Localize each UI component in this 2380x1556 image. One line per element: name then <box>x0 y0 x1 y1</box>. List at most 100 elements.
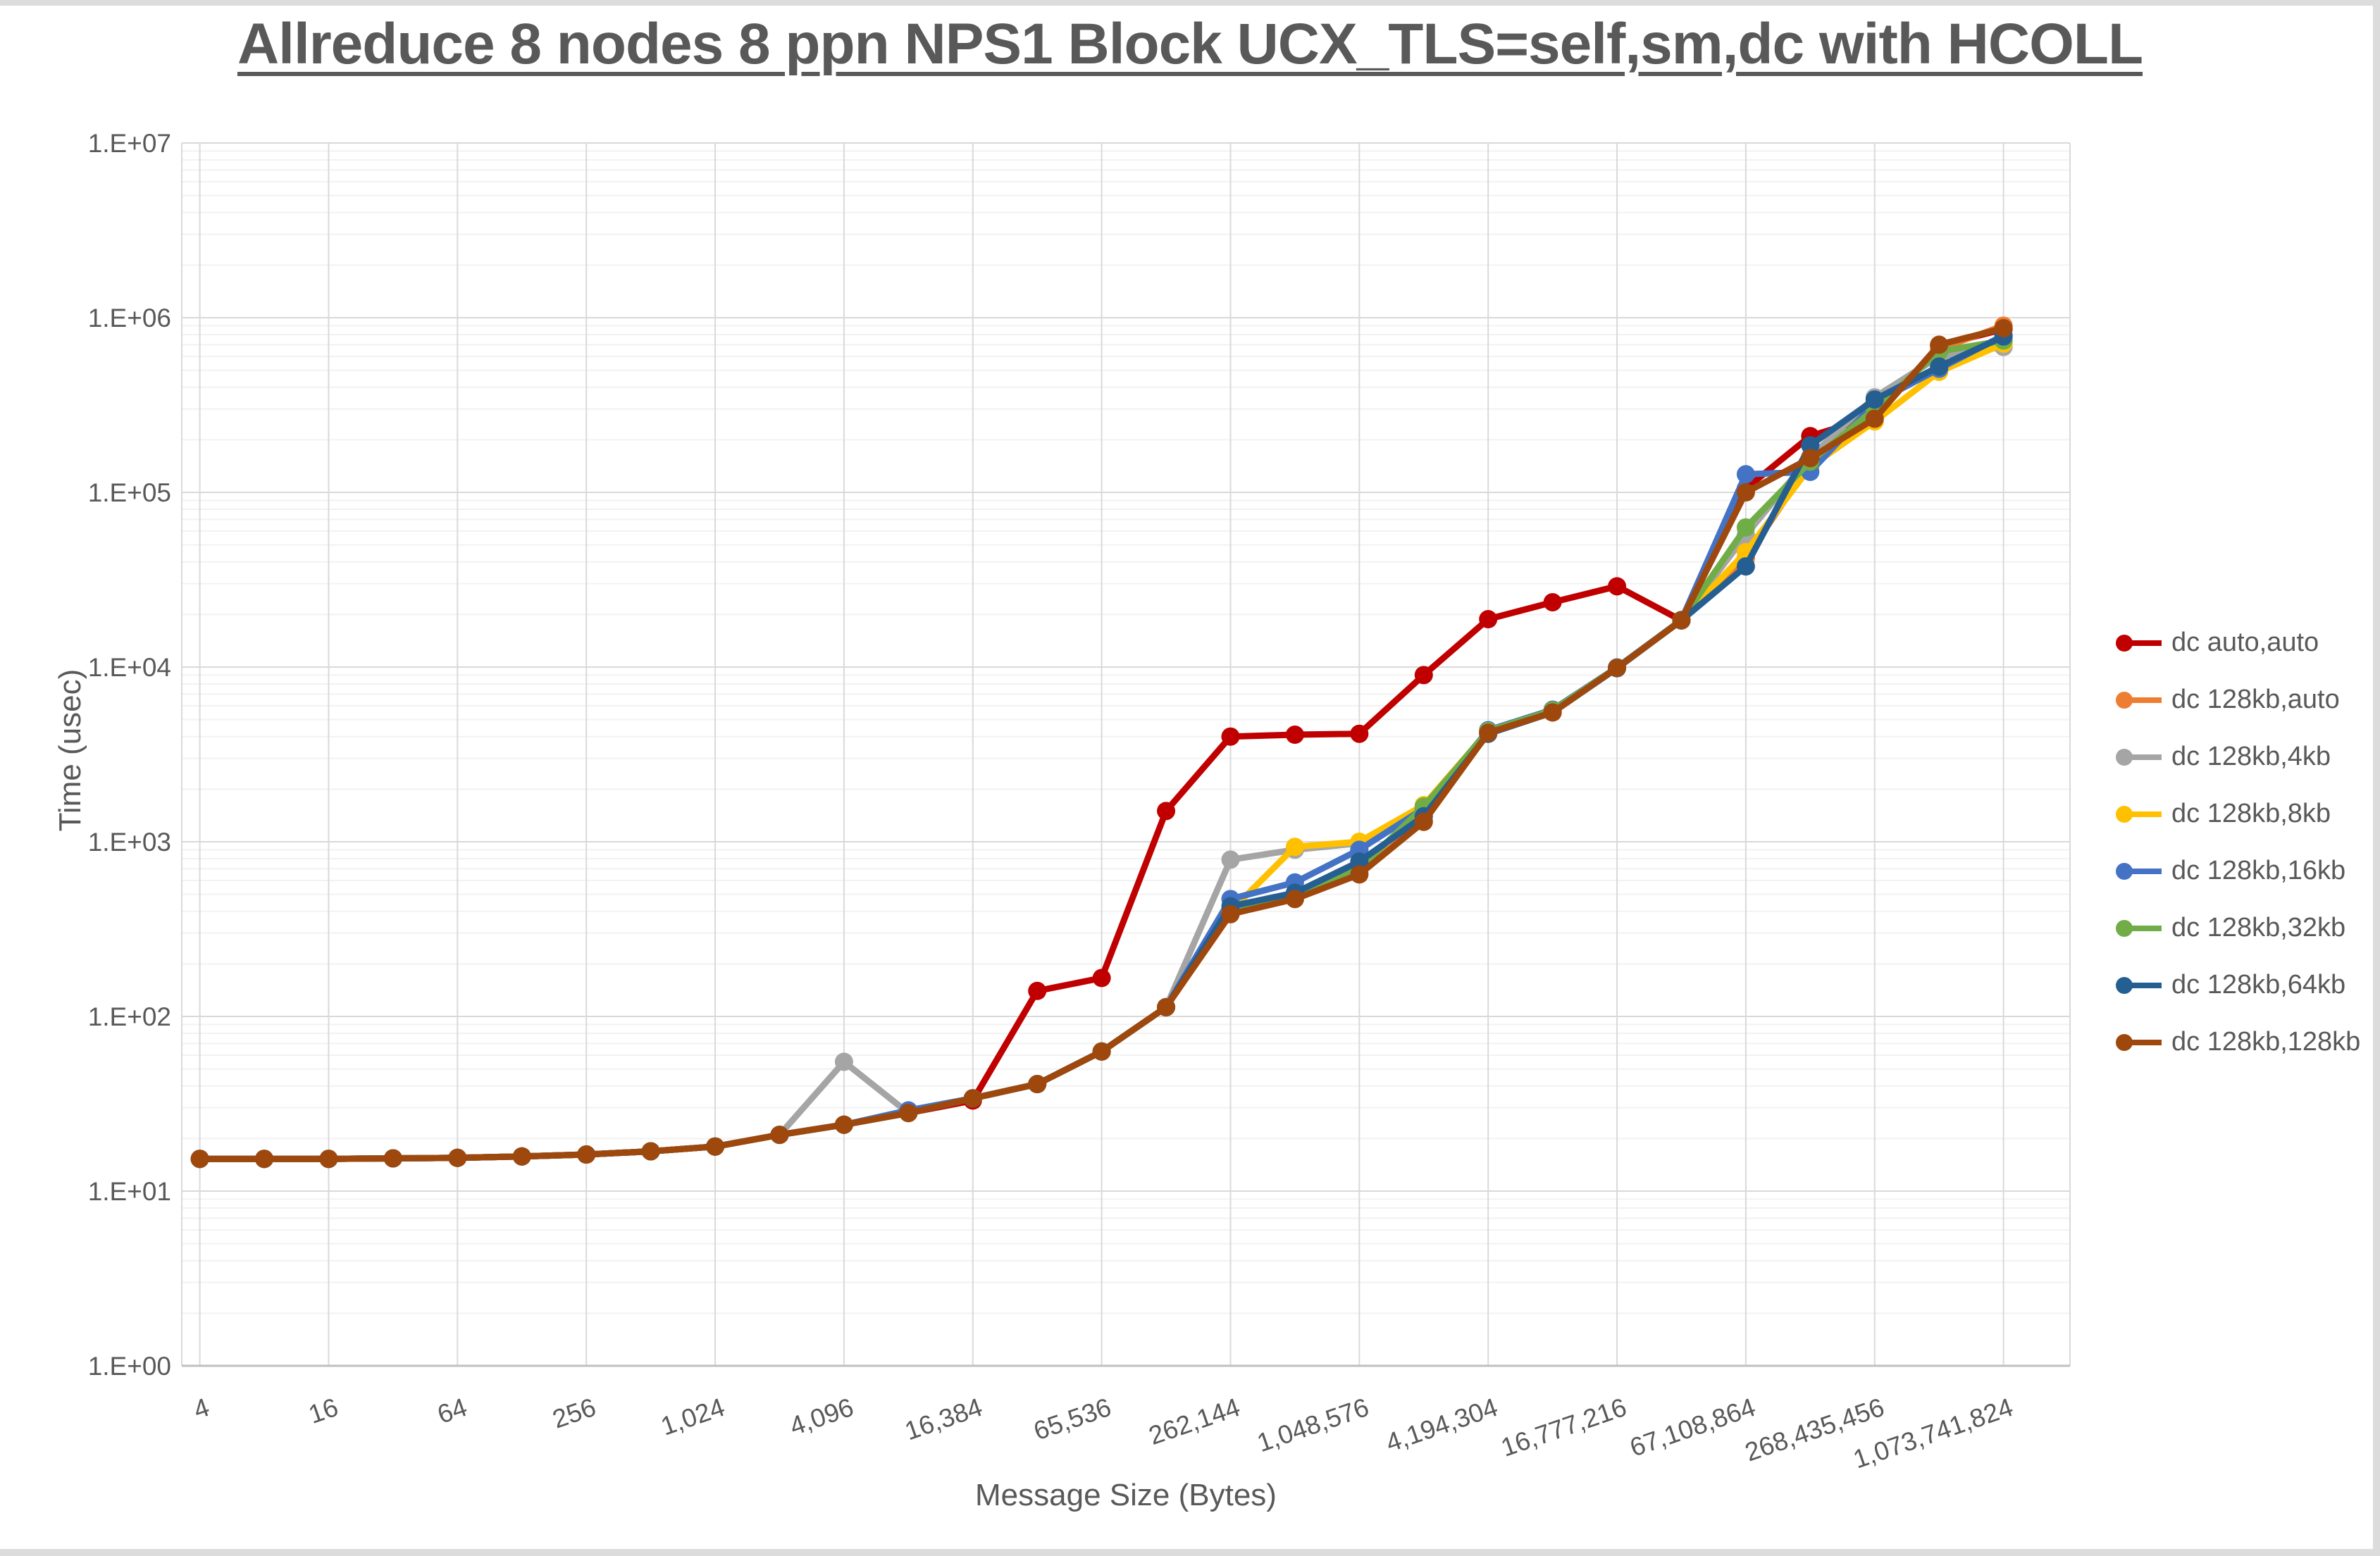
y-tick-label: 1.E+07 <box>88 129 171 158</box>
x-tick-label: 67,108,864 <box>1626 1393 1759 1462</box>
legend-item-dc-128kb-32kb: dc 128kb,32kb <box>2114 900 2376 957</box>
marker-dc-128kb-128kb <box>1672 611 1691 630</box>
legend-label: dc 128kb,16kb <box>2171 856 2346 885</box>
marker-dc-128kb-128kb <box>706 1137 725 1156</box>
window-edge-bottom <box>0 1549 2380 1556</box>
marker-dc-128kb-128kb <box>319 1150 338 1169</box>
marker-dc-128kb-128kb <box>1994 318 2013 337</box>
marker-dc-128kb-64kb <box>1801 436 1820 455</box>
legend-item-dc-128kb-auto: dc 128kb,auto <box>2114 671 2376 728</box>
y-tick-label: 1.E+06 <box>88 304 171 332</box>
x-tick-label: 256 <box>549 1393 600 1434</box>
x-tick-label: 16,777,216 <box>1497 1393 1630 1462</box>
marker-dc-128kb-64kb <box>1865 390 1884 409</box>
x-tick-label: 65,536 <box>1030 1393 1115 1446</box>
marker-dc-128kb-4kb <box>834 1052 853 1071</box>
marker-dc-128kb-128kb <box>1414 812 1433 831</box>
x-tick-label: 4 <box>190 1393 213 1424</box>
legend-label: dc auto,auto <box>2171 628 2319 657</box>
marker-dc-auto-auto <box>1285 726 1304 745</box>
x-axis-title: Message Size (Bytes) <box>975 1478 1277 1512</box>
legend-swatch-icon <box>2116 634 2162 652</box>
x-tick-label: 1,048,576 <box>1253 1393 1372 1457</box>
marker-dc-auto-auto <box>1608 577 1627 596</box>
marker-dc-128kb-128kb <box>1350 865 1369 884</box>
y-tick-label: 1.E+03 <box>88 828 171 857</box>
marker-dc-128kb-128kb <box>1736 483 1755 502</box>
x-tick-label: 4,096 <box>786 1393 857 1441</box>
marker-dc-128kb-128kb <box>1930 335 1949 354</box>
marker-dc-128kb-128kb <box>448 1148 467 1167</box>
marker-dc-128kb-128kb <box>834 1115 853 1134</box>
marker-dc-128kb-128kb <box>383 1149 402 1168</box>
legend-swatch-icon <box>2116 862 2162 880</box>
chart-title: Allreduce 8 nodes 8 ppn NPS1 Block UCX_T… <box>237 12 2143 76</box>
marker-dc-auto-auto <box>1350 724 1369 743</box>
marker-dc-128kb-32kb <box>1736 518 1755 537</box>
legend-label: dc 128kb,128kb <box>2171 1027 2361 1057</box>
marker-dc-128kb-128kb <box>255 1150 274 1169</box>
marker-dc-128kb-128kb <box>770 1126 789 1145</box>
window-edge-right <box>2373 0 2380 1556</box>
marker-dc-128kb-128kb <box>899 1104 918 1123</box>
marker-dc-128kb-128kb <box>963 1089 982 1108</box>
marker-dc-128kb-128kb <box>512 1147 531 1166</box>
marker-dc-128kb-128kb <box>1157 997 1176 1016</box>
marker-dc-128kb-8kb <box>1285 838 1304 857</box>
marker-dc-128kb-128kb <box>641 1142 660 1161</box>
marker-dc-128kb-128kb <box>1479 723 1498 742</box>
marker-dc-128kb-128kb <box>1092 1042 1111 1061</box>
x-tick-label: 1,024 <box>657 1393 729 1441</box>
marker-dc-128kb-128kb <box>1221 904 1240 923</box>
marker-dc-auto-auto <box>1479 610 1498 629</box>
legend-swatch-icon <box>2116 748 2162 766</box>
marker-dc-128kb-128kb <box>1865 409 1884 428</box>
marker-dc-128kb-128kb <box>190 1150 209 1169</box>
y-tick-label: 1.E+00 <box>88 1352 171 1381</box>
legend-swatch-icon <box>2116 1033 2162 1051</box>
marker-dc-128kb-64kb <box>1930 357 1949 376</box>
x-tick-label: 16,384 <box>901 1393 986 1446</box>
marker-dc-128kb-128kb <box>1608 659 1627 678</box>
legend-label: dc 128kb,auto <box>2171 685 2340 714</box>
legend-label: dc 128kb,32kb <box>2171 913 2346 942</box>
marker-dc-auto-auto <box>1028 981 1047 1000</box>
legend-swatch-icon <box>2116 976 2162 994</box>
x-tick-label: 16 <box>305 1393 342 1429</box>
legend-label: dc 128kb,64kb <box>2171 970 2346 1000</box>
legend-item-dc-auto-auto: dc auto,auto <box>2114 614 2376 671</box>
x-tick-label: 64 <box>434 1393 471 1429</box>
marker-dc-128kb-128kb <box>1543 703 1562 722</box>
marker-dc-auto-auto <box>1092 969 1111 988</box>
marker-dc-auto-auto <box>1157 802 1176 821</box>
legend-item-dc-128kb-16kb: dc 128kb,16kb <box>2114 842 2376 900</box>
legend-label: dc 128kb,8kb <box>2171 799 2331 828</box>
marker-dc-128kb-16kb <box>1736 465 1755 484</box>
marker-dc-128kb-128kb <box>1801 449 1820 468</box>
marker-dc-auto-auto <box>1414 666 1433 685</box>
y-tick-label: 1.E+04 <box>88 653 171 682</box>
y-tick-label: 1.E+01 <box>88 1177 171 1206</box>
marker-dc-128kb-64kb <box>1350 852 1369 871</box>
marker-dc-128kb-128kb <box>1028 1075 1047 1094</box>
legend-item-dc-128kb-8kb: dc 128kb,8kb <box>2114 785 2376 842</box>
marker-dc-128kb-64kb <box>1736 557 1755 576</box>
marker-dc-128kb-4kb <box>1221 850 1240 869</box>
marker-dc-auto-auto <box>1221 727 1240 746</box>
x-tick-label: 4,194,304 <box>1382 1393 1501 1457</box>
window-edge-top <box>0 0 2380 6</box>
marker-dc-128kb-128kb <box>577 1145 596 1164</box>
y-tick-label: 1.E+05 <box>88 478 171 507</box>
marker-dc-auto-auto <box>1543 592 1562 611</box>
legend-swatch-icon <box>2116 805 2162 823</box>
legend-item-dc-128kb-64kb: dc 128kb,64kb <box>2114 957 2376 1014</box>
legend-swatch-icon <box>2116 919 2162 937</box>
legend-label: dc 128kb,4kb <box>2171 742 2331 771</box>
legend-item-dc-128kb-128kb: dc 128kb,128kb <box>2114 1014 2376 1071</box>
marker-dc-128kb-128kb <box>1285 890 1304 909</box>
legend-swatch-icon <box>2116 691 2162 709</box>
x-tick-label: 262,144 <box>1145 1393 1244 1450</box>
legend: dc auto,auto dc 128kb,auto dc 128kb,4kb dc … <box>2114 614 2376 1071</box>
